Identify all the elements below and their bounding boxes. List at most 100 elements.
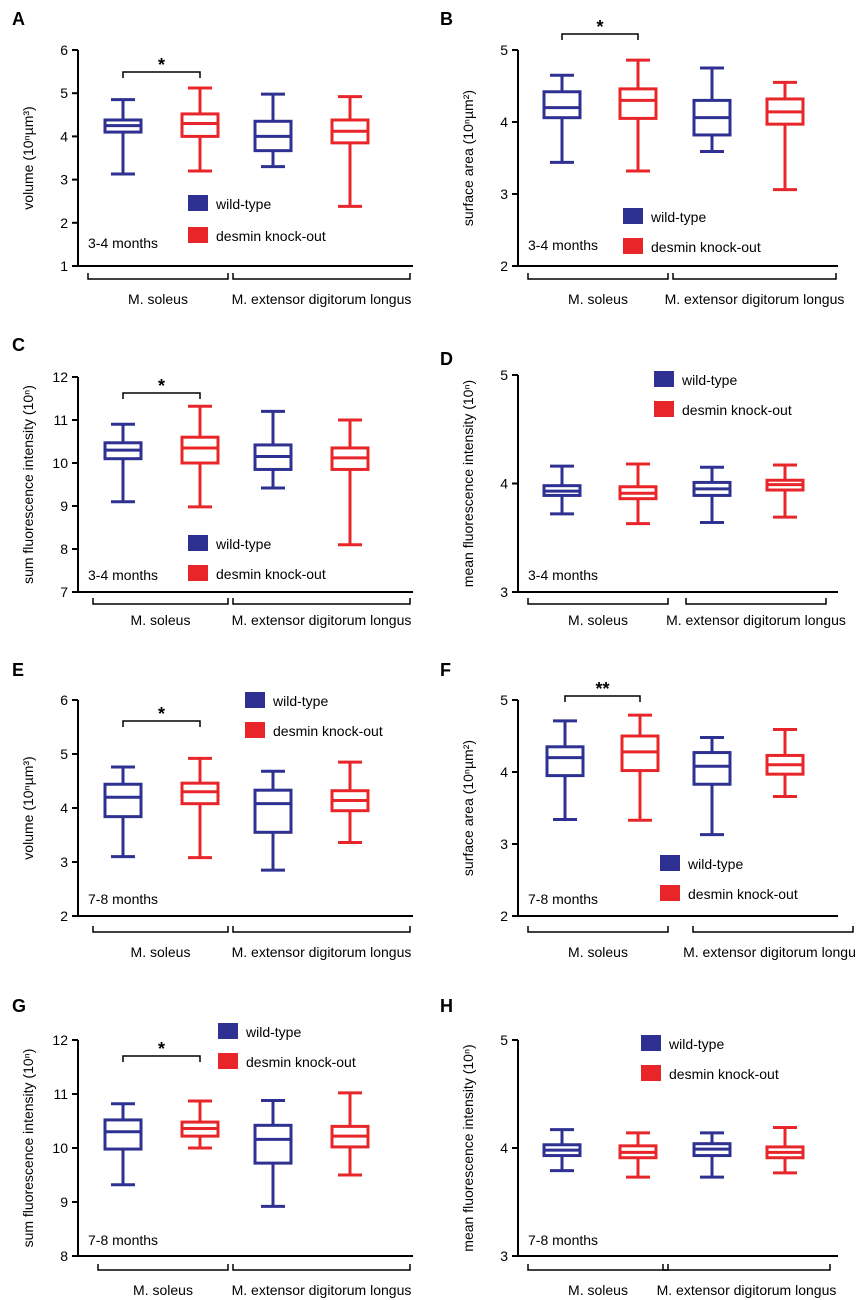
y-axis-label: sum fluorescence intensity (10ⁿ) — [20, 1049, 36, 1248]
legend-swatch-knockout — [654, 401, 674, 417]
iqr-box — [103, 782, 143, 819]
iqr-box — [103, 1118, 143, 1151]
group-label-soleus: M. soleus — [568, 612, 628, 628]
legend-label-wild-type: wild-type — [668, 1036, 724, 1052]
group-bracket-edl — [232, 1264, 411, 1271]
y-tick-label: 7 — [60, 584, 68, 600]
group-label-soleus: M. soleus — [131, 612, 191, 628]
wild-type-box-edl — [692, 66, 732, 154]
legend-label-wild-type: wild-type — [650, 209, 706, 225]
y-tick-label: 5 — [500, 692, 508, 708]
significance-marker: ** — [595, 679, 609, 699]
y-tick-label: 5 — [500, 1032, 508, 1048]
group-label-edl: M. extensor digitorum longus — [657, 1282, 837, 1298]
wild-type-box-edl — [253, 409, 293, 490]
wild-type-box-edl — [692, 465, 732, 525]
group-label-edl: M. extensor digitorum longus — [683, 944, 856, 960]
knockout-box-soleus — [180, 86, 220, 173]
y-tick-label: 9 — [60, 498, 68, 514]
iqr-box — [180, 781, 220, 806]
legend-label-knockout: desmin knock-out — [682, 402, 792, 418]
y-tick-label: 3 — [500, 836, 508, 852]
y-tick-label: 8 — [60, 1248, 68, 1264]
group-bracket-soleus — [92, 598, 229, 605]
group-bracket-soleus — [527, 273, 669, 280]
y-axis-label: sum fluorescence intensity (10ⁿ) — [20, 385, 36, 584]
group-bracket-edl — [672, 273, 837, 280]
wild-type-box-edl — [253, 1098, 293, 1208]
knockout-box-edl — [330, 95, 370, 208]
group-bracket-edl — [232, 273, 411, 280]
age-label: 3-4 months — [88, 567, 158, 583]
wild-type-box-soleus — [103, 422, 143, 504]
group-label-edl: M. extensor digitorum longus — [232, 1282, 412, 1298]
significance-marker: * — [158, 1039, 165, 1059]
wild-type-box-soleus — [542, 73, 582, 164]
legend-swatch-knockout — [641, 1065, 661, 1081]
y-tick-label: 1 — [60, 258, 68, 274]
legend-label-wild-type: wild-type — [215, 536, 271, 552]
knockout-box-edl — [765, 1125, 805, 1175]
group-bracket-edl — [685, 598, 827, 605]
significance-marker: * — [158, 376, 165, 396]
group-bracket-soleus — [527, 1264, 669, 1271]
y-tick-label: 10 — [52, 1140, 68, 1156]
y-tick-label: 2 — [60, 215, 68, 231]
legend-swatch-knockout — [188, 565, 208, 581]
y-tick-label: 10 — [52, 455, 68, 471]
knockout-box-soleus — [180, 756, 220, 860]
legend-label-knockout: desmin knock-out — [246, 1054, 356, 1070]
group-bracket-edl — [662, 1264, 831, 1271]
group-bracket-soleus — [87, 273, 229, 280]
y-tick-label: 11 — [53, 412, 68, 428]
group-label-edl: M. extensor digitorum longus — [232, 612, 412, 628]
panel-letter: G — [12, 996, 26, 1016]
legend-label-wild-type: wild-type — [681, 372, 737, 388]
legend-swatch-wild-type — [654, 371, 674, 387]
panel-f: F 2 3 4 5 surface area (10ⁿµm²) ** wild-type des… — [440, 660, 856, 960]
knockout-box-edl — [330, 760, 370, 845]
y-axis-label: volume (10ⁿµm³) — [20, 106, 36, 209]
y-tick-label: 4 — [60, 800, 68, 816]
wild-type-box-edl — [692, 1131, 732, 1179]
panel-letter: E — [12, 660, 24, 680]
iqr-box — [180, 112, 220, 138]
panel-g: G 8 9 10 11 12 sum fluorescence intensity (10ⁿ… — [12, 996, 413, 1298]
legend-label-knockout: desmin knock-out — [688, 886, 798, 902]
y-tick-label: 4 — [60, 128, 68, 144]
significance-marker: * — [158, 704, 165, 724]
legend-label-wild-type: wild-type — [215, 196, 271, 212]
y-axis-label: mean fluorescence intensity (10ⁿ) — [460, 380, 476, 587]
y-tick-label: 5 — [60, 85, 68, 101]
group-bracket-soleus — [92, 926, 229, 933]
legend-swatch-wild-type — [218, 1023, 238, 1039]
age-label: 3-4 months — [528, 237, 598, 253]
group-label-soleus: M. soleus — [568, 291, 628, 307]
panel-letter: C — [12, 335, 25, 355]
knockout-box-soleus — [180, 1099, 220, 1150]
y-tick-label: 4 — [500, 476, 508, 492]
y-tick-label: 11 — [53, 1086, 68, 1102]
group-bracket-soleus — [527, 598, 669, 605]
y-tick-label: 9 — [60, 1194, 68, 1210]
legend-swatch-knockout — [188, 227, 208, 243]
significance-bracket — [122, 392, 201, 399]
age-label: 7-8 months — [88, 1232, 158, 1248]
y-tick-label: 2 — [60, 908, 68, 924]
panel-letter: A — [12, 9, 25, 29]
group-label-soleus: M. soleus — [131, 944, 191, 960]
age-label: 3-4 months — [528, 567, 598, 583]
knockout-box-soleus — [618, 1131, 658, 1179]
group-label-edl: M. extensor digitorum longus — [232, 944, 412, 960]
group-bracket-soleus — [97, 1264, 229, 1271]
group-label-edl: M. extensor digitorum longus — [232, 291, 412, 307]
y-tick-label: 5 — [500, 367, 508, 383]
wild-type-box-edl — [253, 92, 293, 169]
y-tick-label: 12 — [52, 369, 68, 385]
knockout-box-soleus — [618, 462, 658, 526]
significance-marker: * — [158, 55, 165, 75]
legend-swatch-knockout — [623, 238, 643, 254]
age-label: 7-8 months — [528, 891, 598, 907]
y-tick-label: 5 — [60, 746, 68, 762]
